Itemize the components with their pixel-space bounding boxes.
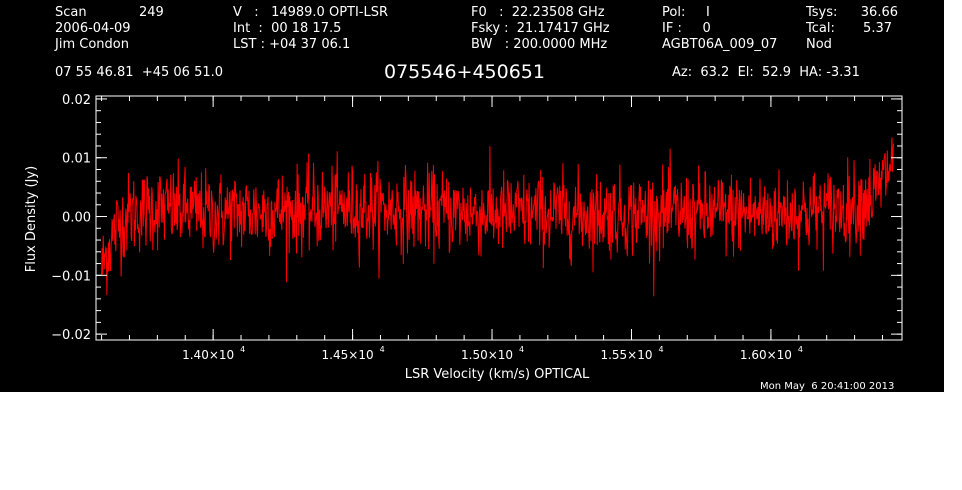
sky-frequency: Fsky : 21.17417 GHz <box>471 21 610 36</box>
x-tick-label: 1.55×10 <box>600 348 652 362</box>
y-tick-label: 0.00 <box>62 211 91 226</box>
plot-panel: Scan 249 2006-04-09 Jim Condon V : 14989… <box>0 0 944 392</box>
spectrum-line <box>101 137 895 297</box>
x-tick-exponent: 4 <box>240 345 245 354</box>
x-tick-exponent: 4 <box>380 345 385 354</box>
x-tick-label: 1.45×10 <box>322 348 374 362</box>
spectrum-plot: 1.40×10 4 1.45×10 4 1.50×10 4 1.55×10 4 1.60×10 4… <box>24 93 903 382</box>
tsys-value: 36.66 <box>860 5 898 20</box>
x-axis-label: LSR Velocity (km/s) OPTICAL <box>405 367 590 382</box>
spectrum-trace <box>101 137 895 297</box>
timestamp: Mon May 6 20:41:00 2013 <box>760 381 895 392</box>
project-id: AGBT06A_009_07 <box>662 37 778 52</box>
y-tick-label: 0.02 <box>62 93 91 108</box>
if-number: IF : 0 <box>662 21 711 36</box>
observing-mode: Nod <box>806 37 832 52</box>
y-tick-label: −0.01 <box>51 269 91 284</box>
tcal-value: 5.37 <box>863 21 892 36</box>
source-name: 075546+450651 <box>384 61 545 83</box>
y-tick-label: 0.01 <box>62 152 91 167</box>
rest-frequency: F0 : 22.23508 GHz <box>471 5 605 20</box>
integration-time: Int : 00 18 17.5 <box>233 21 342 36</box>
scan-label: Scan <box>55 5 87 20</box>
plot-axes: 1.40×10 4 1.45×10 4 1.50×10 4 1.55×10 4 1.60×10 4… <box>51 93 903 362</box>
lst-readout: LST : +04 37 06.1 <box>233 37 351 52</box>
y-axis-label: Flux Density (Jy) <box>24 166 39 272</box>
x-tick-exponent: 4 <box>798 345 803 354</box>
axis-labels: LSR Velocity (km/s) OPTICAL Flux Density… <box>24 166 590 382</box>
x-tick-exponent: 4 <box>658 345 663 354</box>
scan-number: 249 <box>139 5 164 20</box>
bandwidth: BW : 200.0000 MHz <box>471 37 608 52</box>
velocity-readout: V : 14989.0 OPTI-LSR <box>233 5 389 20</box>
observation-date: 2006-04-09 <box>55 21 131 36</box>
pointing-readout: Az: 63.2 El: 52.9 HA: -3.31 <box>672 65 860 80</box>
source-coordinates: 07 55 46.81 +45 06 51.0 <box>55 65 224 80</box>
x-tick-label: 1.40×10 <box>182 348 234 362</box>
plot-frame <box>95 95 903 341</box>
tcal-label: Tcal: <box>806 21 835 36</box>
y-tick-label: −0.02 <box>51 328 91 343</box>
observer-name: Jim Condon <box>55 37 129 52</box>
tsys-label: Tsys: <box>806 5 838 20</box>
polarization: Pol: I <box>662 5 710 20</box>
x-tick-label: 1.50×10 <box>461 348 513 362</box>
x-tick-label: 1.60×10 <box>740 348 792 362</box>
x-tick-exponent: 4 <box>519 345 524 354</box>
